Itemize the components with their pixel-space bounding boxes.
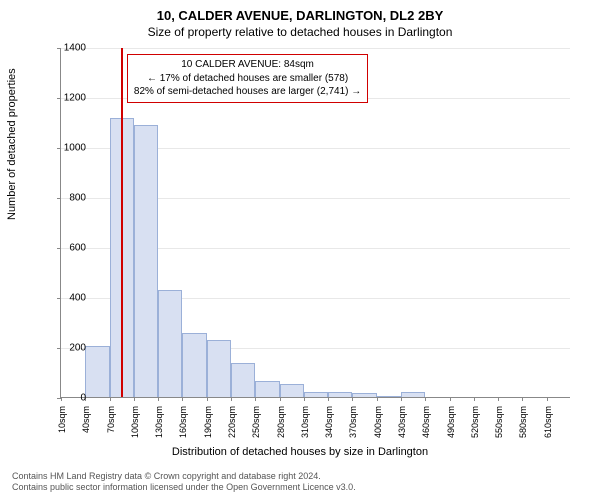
histogram-bar <box>134 125 158 398</box>
x-tick-mark <box>522 397 523 401</box>
x-tick-label: 520sqm <box>470 406 480 438</box>
x-tick-label: 490sqm <box>446 406 456 438</box>
chart-title-sub: Size of property relative to detached ho… <box>0 23 600 39</box>
histogram-bar <box>207 340 231 398</box>
x-tick-mark <box>255 397 256 401</box>
x-tick-mark <box>182 397 183 401</box>
histogram-bar <box>352 393 376 397</box>
footer-line2: Contains public sector information licen… <box>12 482 356 494</box>
x-tick-mark <box>328 397 329 401</box>
y-tick-label: 400 <box>44 293 86 304</box>
x-tick-label: 310sqm <box>300 406 310 438</box>
x-tick-label: 340sqm <box>324 406 334 438</box>
x-tick-label: 430sqm <box>397 406 407 438</box>
x-tick-mark <box>231 397 232 401</box>
histogram-bar <box>231 363 255 397</box>
y-tick-label: 600 <box>44 243 86 254</box>
x-tick-mark <box>450 397 451 401</box>
histogram-bar <box>401 392 425 397</box>
x-tick-mark <box>134 397 135 401</box>
x-tick-label: 400sqm <box>373 406 383 438</box>
x-tick-label: 460sqm <box>421 406 431 438</box>
x-tick-mark <box>352 397 353 401</box>
histogram-bar <box>304 392 328 397</box>
x-tick-mark <box>158 397 159 401</box>
y-tick-label: 0 <box>44 393 86 404</box>
x-tick-mark <box>547 397 548 401</box>
y-tick-label: 800 <box>44 193 86 204</box>
x-tick-label: 190sqm <box>203 406 213 438</box>
x-tick-mark <box>280 397 281 401</box>
histogram-bar <box>158 290 182 398</box>
x-tick-mark <box>401 397 402 401</box>
x-tick-label: 130sqm <box>154 406 164 438</box>
x-tick-label: 610sqm <box>543 406 553 438</box>
chart-container: 10, CALDER AVENUE, DARLINGTON, DL2 2BY S… <box>0 0 600 500</box>
x-tick-label: 250sqm <box>251 406 261 438</box>
x-tick-label: 370sqm <box>348 406 358 438</box>
marker-line <box>121 48 123 397</box>
x-tick-label: 550sqm <box>494 406 504 438</box>
x-tick-label: 220sqm <box>227 406 237 438</box>
x-tick-mark <box>498 397 499 401</box>
footer-line1: Contains HM Land Registry data © Crown c… <box>12 471 356 483</box>
x-tick-mark <box>207 397 208 401</box>
annotation-line3: 82% of semi-detached houses are larger (… <box>134 85 361 99</box>
x-tick-label: 70sqm <box>106 406 116 433</box>
y-tick-label: 1200 <box>44 93 86 104</box>
y-tick-label: 1000 <box>44 143 86 154</box>
x-tick-mark <box>377 397 378 401</box>
x-tick-mark <box>110 397 111 401</box>
histogram-bar <box>255 381 279 397</box>
y-tick-label: 200 <box>44 343 86 354</box>
histogram-bar <box>280 384 304 397</box>
histogram-bar <box>182 333 206 397</box>
y-tick-label: 1400 <box>44 43 86 54</box>
x-tick-mark <box>304 397 305 401</box>
chart-title-main: 10, CALDER AVENUE, DARLINGTON, DL2 2BY <box>0 0 600 23</box>
plot-area: 10 CALDER AVENUE: 84sqm← 17% of detached… <box>60 48 570 398</box>
x-tick-mark <box>474 397 475 401</box>
histogram-bar <box>328 392 352 397</box>
x-tick-label: 160sqm <box>178 406 188 438</box>
annotation-line2: ← 17% of detached houses are smaller (57… <box>134 72 361 86</box>
x-tick-label: 10sqm <box>57 406 67 433</box>
x-tick-label: 100sqm <box>130 406 140 438</box>
x-tick-label: 280sqm <box>276 406 286 438</box>
annotation-line1: 10 CALDER AVENUE: 84sqm <box>134 58 361 72</box>
histogram-bar <box>85 346 109 397</box>
histogram-bar <box>377 396 401 397</box>
y-axis-label: Number of detached properties <box>6 68 18 220</box>
gridline-h <box>61 48 570 49</box>
chart-footer: Contains HM Land Registry data © Crown c… <box>12 471 356 494</box>
x-tick-label: 40sqm <box>81 406 91 433</box>
annotation-box: 10 CALDER AVENUE: 84sqm← 17% of detached… <box>127 54 368 103</box>
x-tick-label: 580sqm <box>518 406 528 438</box>
x-tick-mark <box>425 397 426 401</box>
x-axis-label: Distribution of detached houses by size … <box>0 446 600 458</box>
